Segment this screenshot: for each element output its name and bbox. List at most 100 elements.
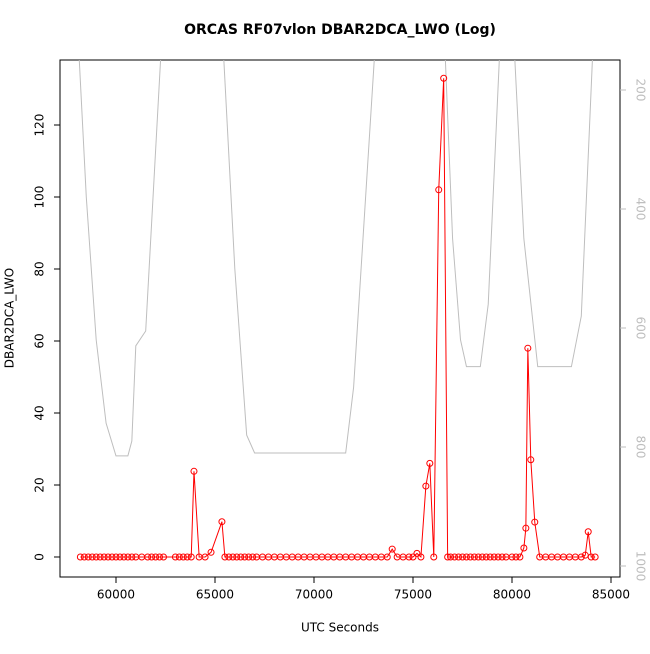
- data-point: [383, 553, 391, 561]
- data-point: [160, 553, 168, 561]
- y-tick-label: 80: [33, 261, 47, 276]
- x-axis-label: UTC Seconds: [301, 621, 379, 635]
- y2-tick-label: 400: [634, 198, 648, 221]
- data-point: [512, 553, 520, 561]
- data-point: [409, 553, 417, 561]
- data-point: [152, 553, 160, 561]
- x-tick-label: 75000: [394, 588, 432, 602]
- data-point: [104, 553, 112, 561]
- data-point: [148, 553, 156, 561]
- data-point: [430, 553, 438, 561]
- data-point: [417, 553, 425, 561]
- y-tick-label: 120: [33, 114, 47, 137]
- data-point: [498, 553, 506, 561]
- data-point: [233, 553, 241, 561]
- data-point: [190, 467, 198, 475]
- data-point: [249, 553, 257, 561]
- data-point: [128, 553, 136, 561]
- data-point: [100, 553, 108, 561]
- data-point: [108, 553, 116, 561]
- data-point: [156, 553, 164, 561]
- data-point: [451, 553, 459, 561]
- y-tick-label: 60: [33, 333, 47, 348]
- data-point: [405, 553, 413, 561]
- data-point: [413, 549, 421, 557]
- data-point: [207, 548, 215, 556]
- data-point: [440, 74, 448, 82]
- data-point: [229, 553, 237, 561]
- data-point: [482, 553, 490, 561]
- data-point: [80, 553, 88, 561]
- data-point: [112, 553, 120, 561]
- y-tick-label: 0: [33, 553, 47, 561]
- data-point: [584, 528, 592, 536]
- y-tick-label: 20: [33, 477, 47, 492]
- y-axis-label: DBAR2DCA_LWO: [3, 268, 17, 368]
- data-point: [447, 553, 455, 561]
- data-point: [587, 553, 595, 561]
- data-point: [84, 553, 92, 561]
- data-point: [478, 553, 486, 561]
- data-point: [527, 456, 535, 464]
- data-point: [179, 553, 187, 561]
- data-point: [88, 553, 96, 561]
- y2-tick-label: 600: [634, 317, 648, 340]
- data-point: [524, 344, 532, 352]
- data-point: [76, 553, 84, 561]
- data-point: [221, 553, 229, 561]
- y2-tick-label: 1000: [634, 551, 648, 582]
- data-point: [237, 553, 245, 561]
- data-point: [494, 553, 502, 561]
- data-point: [522, 524, 530, 532]
- y2-tick-label: 800: [634, 436, 648, 459]
- data-point: [435, 186, 443, 194]
- y-tick-label: 100: [33, 186, 47, 209]
- data-point: [124, 553, 132, 561]
- plot-area: [76, 60, 599, 561]
- series-line: [78, 60, 593, 457]
- data-point: [426, 459, 434, 467]
- data-point: [175, 553, 183, 561]
- data-point: [577, 553, 585, 561]
- data-point: [388, 545, 396, 553]
- data-point: [218, 518, 226, 526]
- data-point: [520, 544, 528, 552]
- chart-title: ORCAS RF07vlon DBAR2DCA_LWO (Log): [184, 22, 496, 38]
- data-point: [474, 553, 482, 561]
- data-point: [490, 553, 498, 561]
- data-point: [241, 553, 249, 561]
- data-point: [201, 553, 209, 561]
- data-point: [458, 553, 466, 561]
- data-point: [444, 553, 452, 561]
- data-point: [183, 553, 191, 561]
- data-point: [171, 553, 179, 561]
- data-point: [516, 553, 524, 561]
- data-point: [462, 553, 470, 561]
- x-tick-label: 80000: [493, 588, 531, 602]
- x-tick-label: 85000: [592, 588, 630, 602]
- plot-frame: [59, 59, 621, 578]
- y-tick-label: 40: [33, 405, 47, 420]
- data-point: [225, 553, 233, 561]
- data-point: [187, 553, 195, 561]
- data-point: [455, 553, 463, 561]
- data-point: [144, 553, 152, 561]
- data-point: [422, 482, 430, 490]
- data-point: [508, 553, 516, 561]
- data-point: [531, 518, 539, 526]
- data-point: [116, 553, 124, 561]
- data-point: [96, 553, 104, 561]
- data-point: [466, 553, 474, 561]
- data-point: [470, 553, 478, 561]
- x-tick-label: 70000: [295, 588, 333, 602]
- data-point: [486, 553, 494, 561]
- x-tick-label: 65000: [196, 588, 234, 602]
- data-point: [120, 553, 128, 561]
- y2-tick-label: 200: [634, 79, 648, 102]
- x-tick-label: 60000: [97, 588, 135, 602]
- data-point: [591, 553, 599, 561]
- data-point: [92, 553, 100, 561]
- data-point: [245, 553, 253, 561]
